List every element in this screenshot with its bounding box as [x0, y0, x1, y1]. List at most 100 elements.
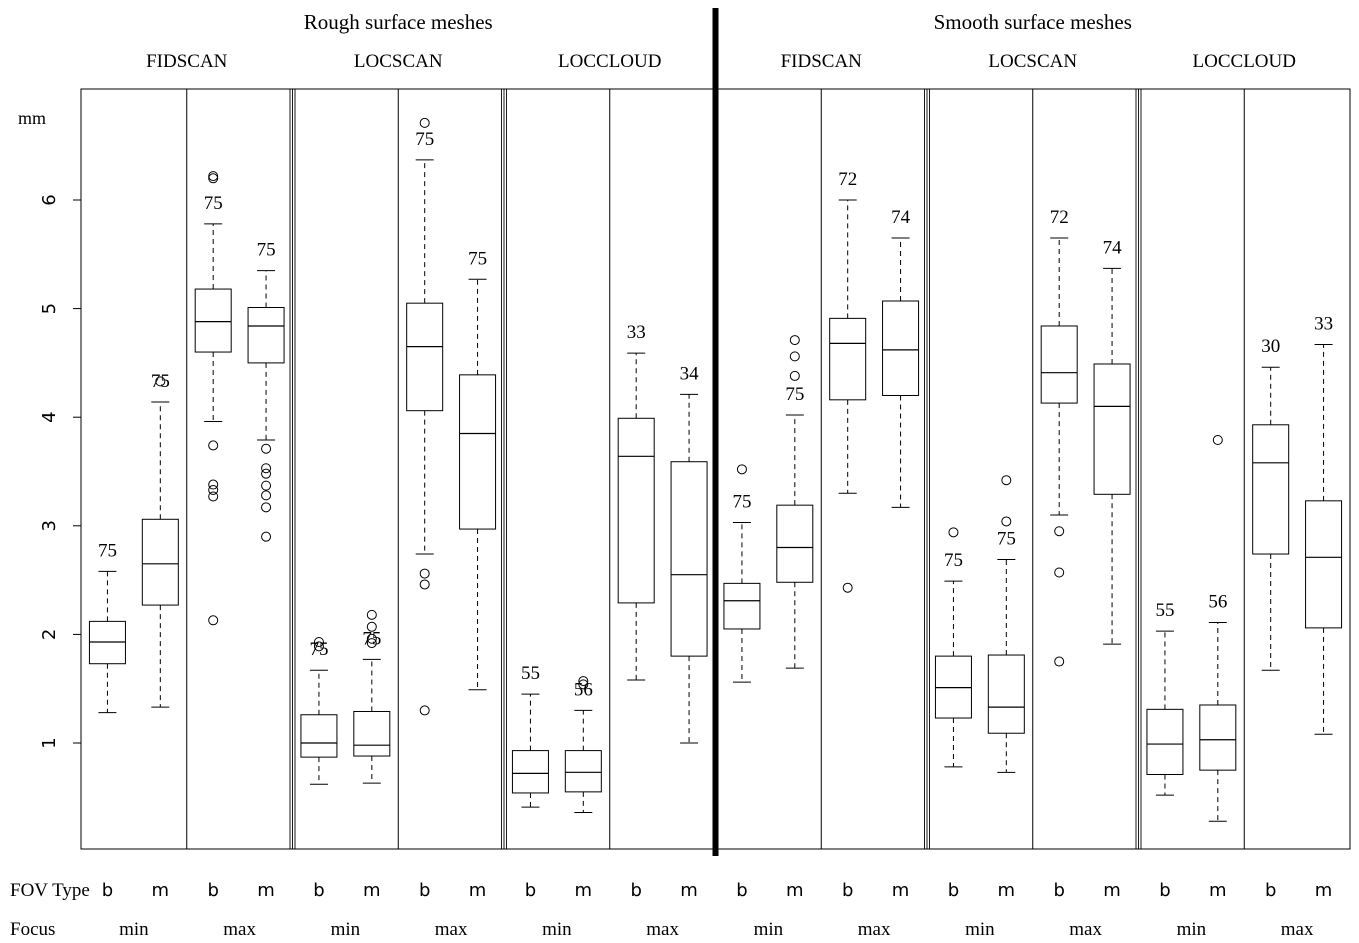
y-axis-tick-label: 5 — [39, 303, 60, 314]
box-1 — [141, 376, 179, 708]
fov-label: b — [525, 880, 536, 901]
sample-size-label: 72 — [1050, 207, 1069, 228]
fov-label: m — [1209, 880, 1227, 901]
method-label: LOCCLOUD — [1193, 51, 1296, 72]
focus-label: max — [1069, 919, 1102, 940]
focus-label: min — [331, 919, 361, 940]
box-8 — [511, 693, 549, 808]
y-axis-tick-label: 4 — [39, 411, 60, 422]
sample-size-label: 56 — [574, 679, 593, 700]
outlier-point — [1001, 516, 1012, 527]
box-20 — [1146, 630, 1184, 796]
sample-size-label: 75 — [732, 492, 751, 513]
sample-size-label: 30 — [1261, 336, 1280, 357]
outlier-point — [155, 376, 166, 387]
fov-label: b — [102, 880, 113, 901]
y-axis-tick-label: 1 — [39, 737, 60, 748]
outlier-point — [261, 531, 272, 542]
fov-label: b — [207, 880, 218, 901]
box-19 — [1093, 267, 1131, 645]
fov-label: b — [1265, 880, 1276, 901]
box-6 — [406, 117, 444, 716]
box-iqr — [406, 302, 444, 412]
focus-label: max — [646, 919, 679, 940]
box-14 — [829, 199, 867, 593]
box-iqr — [194, 288, 232, 353]
focus-label: max — [435, 919, 468, 940]
outlier-point — [1001, 475, 1012, 486]
box-iqr — [459, 374, 497, 530]
box-iqr — [723, 582, 761, 630]
outlier-point — [208, 479, 219, 490]
box-iqr — [564, 750, 602, 793]
outlier-point — [366, 638, 377, 649]
outlier-point — [1054, 656, 1065, 667]
fov-label: m — [1315, 880, 1333, 901]
sample-size-label: 72 — [838, 169, 857, 190]
outlier-point — [1054, 567, 1065, 578]
sample-size-label: 75 — [944, 550, 963, 571]
outlier-point — [419, 568, 430, 579]
outlier-point — [313, 641, 324, 652]
fov-row-label: FOV Type — [10, 880, 90, 901]
box-iqr — [511, 750, 549, 794]
sample-size-label: 75 — [151, 371, 170, 392]
y-axis-tick-label: 6 — [39, 194, 60, 205]
fov-label: b — [736, 880, 747, 901]
focus-label: min — [1177, 919, 1207, 940]
outlier-point — [578, 676, 589, 687]
sample-size-label: 74 — [891, 207, 911, 228]
fov-label: b — [1159, 880, 1170, 901]
fov-label: m — [786, 880, 804, 901]
outlier-point — [208, 173, 219, 184]
box-7 — [459, 278, 497, 691]
fov-label: b — [419, 880, 430, 901]
box-3 — [247, 270, 285, 542]
method-label: LOCCLOUD — [558, 51, 661, 72]
fov-label: m — [575, 880, 593, 901]
box-12 — [723, 464, 761, 683]
method-label: FIDSCAN — [146, 51, 228, 72]
sample-size-label: 75 — [468, 248, 487, 269]
outlier-point — [842, 582, 853, 593]
outlier-point — [366, 609, 377, 620]
box-iqr — [1040, 325, 1078, 404]
focus-label: min — [542, 919, 572, 940]
outlier-point — [419, 579, 430, 590]
sample-size-label: 55 — [521, 663, 540, 684]
box-0 — [88, 570, 126, 714]
outlier-point — [261, 468, 272, 479]
fov-label: m — [998, 880, 1016, 901]
outlier-point — [261, 502, 272, 513]
box-iqr — [617, 417, 655, 604]
outlier-point — [948, 527, 959, 538]
outlier-point — [261, 480, 272, 491]
sample-size-label: 75 — [362, 628, 381, 649]
focus-label: min — [754, 919, 784, 940]
sample-size-label: 74 — [1103, 237, 1123, 258]
outlier-point — [261, 490, 272, 501]
box-13 — [776, 335, 814, 669]
box-iqr — [882, 300, 920, 396]
focus-label: max — [223, 919, 256, 940]
outlier-point — [208, 491, 219, 502]
box-9 — [564, 676, 602, 814]
outlier-point — [1212, 435, 1223, 446]
fov-label: m — [892, 880, 910, 901]
fov-label: m — [680, 880, 698, 901]
outlier-point — [419, 117, 430, 128]
y-axis-tick-label: 2 — [39, 629, 60, 640]
fov-label: b — [313, 880, 324, 901]
sample-size-label: 75 — [785, 384, 804, 405]
box-iqr — [776, 504, 814, 583]
box-11 — [670, 393, 708, 744]
box-22 — [1252, 366, 1290, 671]
fov-label: m — [257, 880, 275, 901]
outlier-point — [208, 171, 219, 182]
outlier-point — [419, 705, 430, 716]
box-iqr — [141, 518, 179, 606]
box-18 — [1040, 237, 1078, 667]
box-iqr — [300, 714, 338, 758]
